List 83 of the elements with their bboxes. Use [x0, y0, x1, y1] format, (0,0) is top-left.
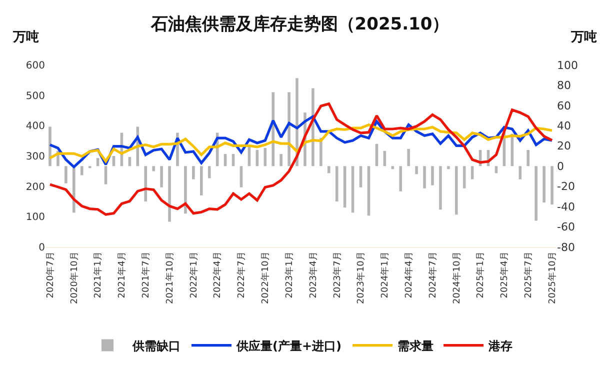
x-tick-label: 2025年1月 [475, 252, 486, 298]
bar [184, 166, 187, 214]
x-tick-label: 2022年10月 [260, 252, 272, 304]
bar [399, 166, 402, 192]
x-tick-label: 2025年10月 [546, 252, 558, 304]
x-tick-label: 2024年1月 [380, 252, 391, 298]
y-tick-label: 100 [26, 212, 45, 224]
bar [470, 166, 474, 180]
bar [407, 148, 410, 166]
bar [455, 166, 458, 215]
line-series [48, 102, 554, 216]
x-tick-label: 2024年10月 [451, 252, 462, 304]
x-tick-label: 2020年10月 [68, 252, 80, 304]
x-tick-label: 2020年7月 [44, 252, 56, 298]
bar [280, 154, 282, 166]
bar [144, 166, 147, 202]
bar [447, 166, 450, 170]
y2-tick-label: 80 [557, 79, 571, 92]
y-tick-label: 300 [26, 152, 45, 162]
bar [192, 166, 195, 180]
bar [152, 166, 155, 172]
x-tick-label: 2021年4月 [116, 252, 128, 298]
x-tick-label: 2025年4月 [499, 252, 510, 298]
y-axis-title: 万吨 [12, 30, 39, 45]
bar [367, 166, 370, 216]
x-tick-label: 2021年10月 [164, 252, 176, 304]
x-tick-label: 2021年1月 [92, 252, 104, 298]
bar [431, 166, 434, 186]
y2-tick-label: -40 [557, 200, 575, 214]
y2-axis-title: 万吨 [570, 30, 597, 45]
bar [359, 166, 362, 188]
bar [415, 166, 418, 174]
bar [328, 166, 330, 174]
x-tick-label: 2024年4月 [404, 252, 415, 298]
y2-tick-label: -20 [557, 180, 575, 194]
bar [200, 166, 203, 196]
chart-title: 石油焦供需及库存走势图（2025.10） [150, 14, 450, 34]
y2-tick-label: -80 [557, 240, 575, 254]
bar [80, 166, 84, 176]
bar [168, 166, 171, 222]
legend-label: 供应量(产量+进口) [236, 338, 342, 353]
x-tick-label: 2021年7月 [140, 252, 152, 298]
x-tick-label: 2023年7月 [332, 252, 343, 298]
legend-label: 供需缺口 [132, 338, 180, 353]
y-tick-label: 600 [26, 60, 45, 72]
bar [335, 166, 338, 202]
bar [351, 166, 354, 213]
bar [542, 166, 546, 203]
y2-tick-label: 100 [557, 58, 578, 72]
y2-tick-label: 0 [557, 160, 564, 173]
y2-tick-label: 40 [557, 120, 571, 133]
x-tick-label: 2023年10月 [356, 252, 367, 304]
bar [550, 166, 554, 205]
y-tick-label: 0 [38, 242, 45, 254]
x-tick-label: 2022年1月 [188, 252, 200, 298]
x-tick-label: 2022年7月 [236, 252, 248, 298]
bar [208, 166, 211, 178]
bar [48, 126, 52, 166]
y-tick-label: 200 [26, 182, 45, 193]
x-tick-label: 2024年7月 [427, 252, 438, 298]
legend-label: 需求量 [398, 338, 434, 353]
y-tick-label: 500 [26, 90, 45, 102]
bar [160, 166, 163, 188]
x-tick-label: 2025年7月 [523, 252, 534, 298]
x-tick-label: 2023年1月 [284, 252, 295, 298]
bar [518, 166, 522, 180]
legend-label: 港存 [488, 338, 513, 353]
bar [423, 166, 426, 188]
x-tick-label: 2022年4月 [212, 252, 224, 298]
y2-tick-label: 60 [557, 99, 571, 112]
bar [64, 166, 68, 184]
line-series [48, 123, 554, 162]
bar [343, 166, 346, 208]
bar [462, 166, 466, 188]
bar [240, 166, 243, 188]
x-tick-label: 2023年4月 [308, 252, 319, 298]
bar [534, 166, 538, 221]
y2-tick-label: 20 [557, 140, 571, 153]
bar [104, 166, 108, 184]
bar [526, 150, 530, 166]
y-tick-label: 400 [26, 121, 45, 132]
y2-tick-label: -60 [557, 220, 575, 234]
bar [439, 166, 442, 210]
